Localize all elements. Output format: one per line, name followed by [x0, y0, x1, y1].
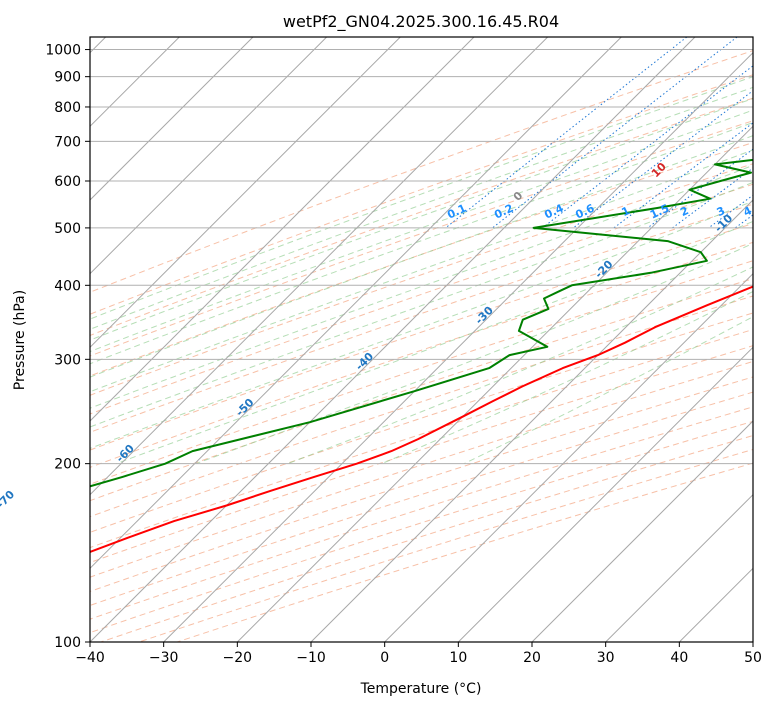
dry-adiabat — [90, 391, 753, 607]
y-axis: 1000 900 800 700 600 500 400 300 200 100 — [45, 43, 90, 651]
isotherm — [90, 37, 622, 570]
series-line — [90, 285, 753, 554]
mixing-ratio-line — [734, 214, 753, 229]
dry-adiabat — [90, 312, 753, 533]
y-tick-label: 900 — [54, 70, 81, 86]
x-tick-label: 50 — [744, 650, 762, 666]
isotherm-label: -60 — [114, 442, 137, 465]
y-tick-label: 200 — [54, 457, 81, 473]
x-tick-label: −30 — [149, 650, 179, 666]
isotherm — [752, 641, 753, 642]
x-tick-label: 40 — [670, 650, 688, 666]
y-tick-label: 600 — [54, 174, 81, 190]
y-tick-label: 700 — [54, 134, 81, 150]
isotherm — [457, 346, 753, 642]
mixing-ratio-line — [613, 122, 753, 229]
mixing-ratio-label: 0.1 — [445, 202, 468, 222]
dry-adiabat — [90, 74, 753, 315]
mixing-ratio-line — [445, 37, 688, 229]
isotherm-label: -50 — [233, 396, 256, 419]
y-tick-label: 100 — [54, 635, 81, 651]
isotherm — [90, 37, 401, 349]
mixing-ratio-line — [672, 167, 753, 229]
dry-adiabat — [90, 97, 753, 336]
isotherm — [384, 272, 753, 642]
moist-adiabat — [90, 86, 753, 330]
mixing-ratio-label: 4 — [741, 204, 754, 219]
moist-adiabat — [90, 149, 753, 393]
mixing-ratio-line — [542, 65, 753, 229]
moist-adiabat — [463, 316, 753, 465]
mixing-ratio-line — [572, 90, 753, 229]
y-axis-label: Pressure (hPa) — [12, 290, 28, 390]
isotherm — [90, 37, 254, 201]
moist-adiabat — [90, 121, 753, 365]
isotherm — [90, 37, 328, 275]
x-tick-label: 0 — [380, 650, 389, 666]
isotherm — [236, 125, 753, 642]
x-tick-label: −20 — [223, 650, 253, 666]
y-tick-label: 400 — [54, 278, 81, 294]
dry-adiabat — [90, 278, 753, 502]
profile-curves — [90, 158, 753, 554]
isotherm — [605, 493, 753, 642]
moist-adiabat — [195, 242, 753, 465]
moist-adiabat — [90, 181, 753, 428]
moist-adiabat — [90, 98, 753, 341]
dry-adiabat — [100, 435, 753, 642]
x-tick-label: −10 — [296, 650, 326, 666]
dry-adiabat-label: 10 — [649, 160, 669, 180]
moist-adiabat — [90, 109, 753, 353]
isotherm — [531, 420, 753, 642]
series-line — [90, 158, 753, 488]
isotherm — [90, 37, 475, 422]
dry-adiabat — [90, 163, 753, 396]
y-tick-label: 800 — [54, 100, 81, 116]
gridlines — [90, 37, 753, 642]
isotherm — [90, 37, 549, 496]
isotherm — [310, 199, 753, 642]
moist-adiabat — [90, 135, 753, 378]
isotherm-label: -20 — [592, 258, 615, 281]
dry-adiabat — [90, 260, 753, 485]
dry-adiabat — [90, 360, 753, 578]
y-tick-label: 1000 — [45, 43, 81, 59]
dry-adiabat — [90, 142, 753, 377]
isotherm-label: -70 — [0, 488, 17, 511]
y-tick-label: 300 — [54, 352, 81, 368]
isotherm — [163, 51, 753, 642]
mixing-ratio-label: 2 — [678, 204, 690, 219]
moist-adiabat — [90, 200, 753, 449]
moist-adiabat — [90, 76, 753, 320]
moist-adiabat — [90, 164, 753, 409]
line-labels: -100-90-80-70-60-50-40-30-20-100.10.20.4… — [0, 160, 754, 511]
mixing-ratio-line — [492, 37, 738, 229]
x-tick-label: −40 — [75, 650, 105, 666]
mixing-ratio-label: 0.2 — [492, 202, 515, 222]
background-lines — [90, 37, 753, 642]
chart-title: wetPf2_GN04.2025.300.16.45.R04 — [283, 12, 559, 32]
x-axis: −40 −30 −20 −10 0 10 20 30 40 50 — [75, 642, 762, 666]
isotherm — [90, 37, 696, 642]
plot-frame — [89, 36, 754, 643]
x-tick-label: 30 — [597, 650, 615, 666]
mixing-ratio-label: 1.5 — [648, 202, 671, 222]
moist-adiabat — [381, 290, 753, 465]
isotherm-label: -40 — [353, 350, 376, 373]
y-tick-label: 500 — [54, 221, 81, 237]
x-axis-label: Temperature (°C) — [360, 681, 482, 697]
x-tick-label: 10 — [449, 650, 467, 666]
dry-adiabat — [90, 223, 753, 451]
isotherm — [678, 567, 753, 642]
x-tick-label: 20 — [523, 650, 541, 666]
dry-adiabat — [90, 328, 753, 549]
moist-adiabat — [116, 220, 753, 465]
dry-adiabat — [90, 50, 753, 293]
